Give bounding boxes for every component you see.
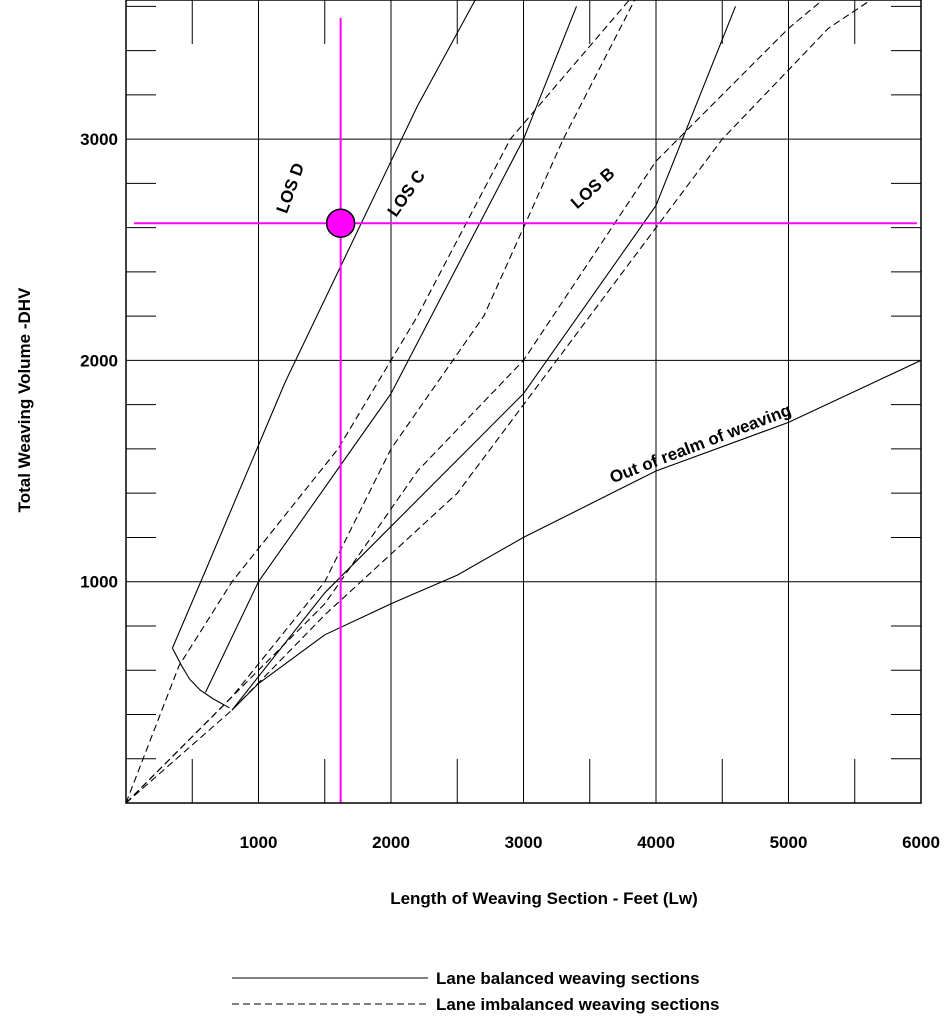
x-tick-label: 1000 <box>240 833 278 852</box>
balanced-series-line <box>231 359 921 711</box>
y-tick-label: 3000 <box>80 130 118 149</box>
x-tick-label: 2000 <box>372 833 410 852</box>
x-tick-label: 3000 <box>505 833 543 852</box>
legend: Lane balanced weaving sections Lane imba… <box>232 969 719 1014</box>
imbalanced-series-line <box>126 0 872 803</box>
crosshair-layer <box>134 18 917 803</box>
y-tick-label: 2000 <box>80 351 118 370</box>
y-axis-title: Total Weaving Volume -DHV <box>15 287 34 512</box>
tick-label-layer: 1000 2000 3000 4000 5000 6000 1000 2000 3000 <box>80 130 940 852</box>
x-tick-label: 6000 <box>902 833 940 852</box>
balanced-series-line <box>231 6 737 711</box>
x-tick-label: 4000 <box>637 833 675 852</box>
design-point-marker <box>325 208 356 238</box>
imbalanced-series-line <box>126 0 636 803</box>
imbalanced-series-line <box>126 0 631 803</box>
curve-annotation: LOS B <box>567 164 618 213</box>
grid-layer <box>126 0 922 803</box>
curve-annotation: Out of realm of weaving <box>607 400 794 487</box>
y-tick-label: 1000 <box>80 573 118 592</box>
balanced-series-line <box>171 647 230 709</box>
x-axis-title: Length of Weaving Section - Feet (Lw) <box>390 889 698 908</box>
legend-dashed-label: Lane imbalanced weaving sections <box>436 995 719 1014</box>
x-tick-label: 5000 <box>770 833 808 852</box>
curve-annotation: LOS D <box>273 160 309 215</box>
balanced-series-line <box>171 0 476 649</box>
plot-frame <box>125 0 922 804</box>
imbalanced-series-line <box>126 0 824 803</box>
legend-solid-label: Lane balanced weaving sections <box>436 969 700 988</box>
balanced-series-line <box>205 6 578 693</box>
series-layer <box>126 0 921 803</box>
